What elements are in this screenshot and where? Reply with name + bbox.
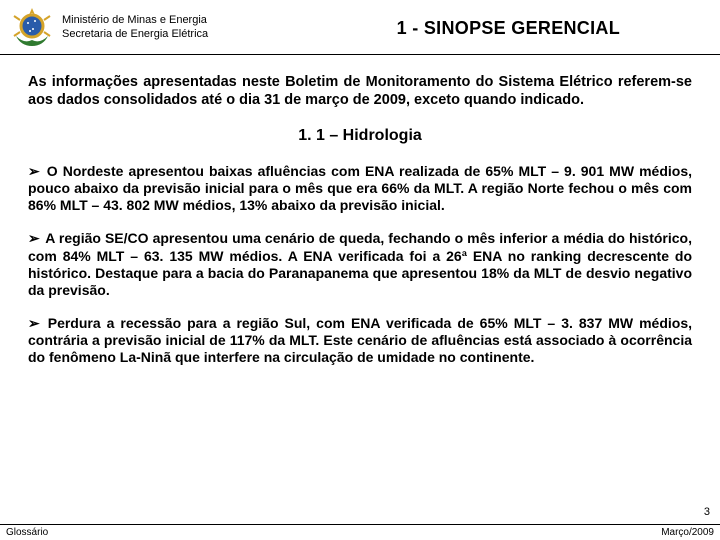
ministry-line-1: Ministério de Minas e Energia bbox=[62, 14, 208, 28]
bullet-list: ➢ O Nordeste apresentou baixas afluência… bbox=[0, 163, 720, 366]
bullet-text: Perdura a recessão para a região Sul, co… bbox=[28, 315, 692, 365]
bullet-item: ➢ O Nordeste apresentou baixas afluência… bbox=[28, 163, 692, 214]
brazil-coat-of-arms-icon bbox=[10, 6, 54, 50]
page-number: 3 bbox=[704, 506, 710, 518]
chevron-right-icon: ➢ bbox=[28, 163, 40, 179]
footer-date: Março/2009 bbox=[661, 527, 714, 538]
bullet-text: A região SE/CO apresentou uma cenário de… bbox=[28, 230, 692, 297]
glossary-link[interactable]: Glossário bbox=[6, 527, 48, 538]
page-title: 1 - SINOPSE GERENCIAL bbox=[397, 18, 620, 39]
bullet-item: ➢ Perdura a recessão para a região Sul, … bbox=[28, 315, 692, 366]
chevron-right-icon: ➢ bbox=[28, 315, 40, 331]
bullet-text: O Nordeste apresentou baixas afluências … bbox=[28, 163, 692, 213]
header-bar: Ministério de Minas e Energia Secretaria… bbox=[0, 0, 720, 55]
intro-paragraph: As informações apresentadas neste Boleti… bbox=[0, 55, 720, 117]
ministry-block: Ministério de Minas e Energia Secretaria… bbox=[62, 14, 208, 42]
chevron-right-icon: ➢ bbox=[28, 230, 40, 246]
section-title: 1. 1 – Hidrologia bbox=[0, 117, 720, 153]
ministry-line-2: Secretaria de Energia Elétrica bbox=[62, 28, 208, 42]
footer-bar: Glossário Março/2009 bbox=[0, 524, 720, 540]
bullet-item: ➢ A região SE/CO apresentou uma cenário … bbox=[28, 230, 692, 298]
